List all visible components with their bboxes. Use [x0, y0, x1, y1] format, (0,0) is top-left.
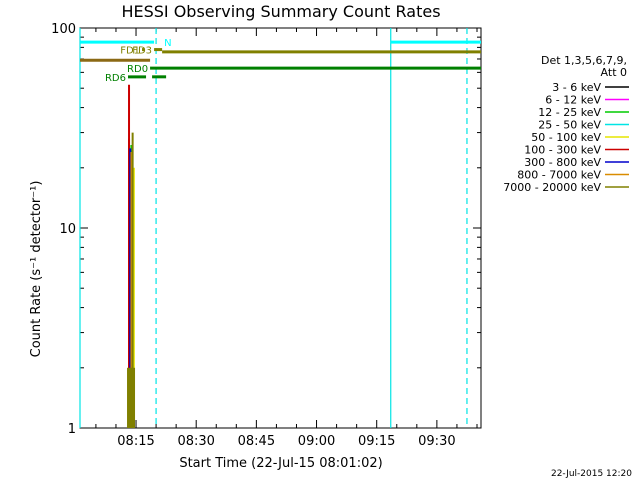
- legend-entry: 50 - 100 keV: [531, 131, 601, 144]
- axes: 1 10 100 08:15 08:30 08:45 09:00 09:15 09:30: [51, 22, 482, 449]
- legend-header: Det 1,3,5,6,7,9,: [541, 54, 627, 67]
- legend-entry: 3 - 6 keV: [552, 81, 601, 94]
- state-bar-label: FD1: [120, 46, 140, 57]
- state-bar-label: RD6: [105, 73, 126, 84]
- spike-base: [127, 367, 136, 428]
- y-tick-label: 100: [51, 22, 76, 37]
- y-axis-label: Count Rate (s⁻¹ detector⁻¹): [29, 181, 44, 358]
- legend-entry: 100 - 300 keV: [524, 144, 601, 157]
- legend-entry: 6 - 12 keV: [545, 94, 601, 107]
- timestamp: 22-Jul-2015 12:20: [551, 469, 632, 479]
- state-bar-label: RD0: [127, 64, 148, 75]
- x-tick-label: 08:15: [117, 434, 154, 449]
- legend-entry: 12 - 25 keV: [538, 106, 601, 119]
- legend-entry: 800 - 7000 keV: [517, 169, 601, 182]
- x-tick-label: 08:30: [177, 434, 214, 449]
- x-tick-label: 09:15: [358, 434, 395, 449]
- x-axis-label: Start Time (22-Jul-15 08:01:02): [179, 456, 382, 471]
- state-bar-label: FD3: [132, 46, 152, 57]
- plot-area: 1 10 100 08:15 08:30 08:45 09:00 09:15 09:30 N FD1…: [51, 22, 482, 449]
- chart-title: HESSI Observing Summary Count Rates: [121, 2, 440, 21]
- x-tick-label: 08:45: [238, 434, 275, 449]
- x-tick-label: 09:00: [298, 434, 335, 449]
- y-tick-label: 1: [68, 422, 76, 437]
- legend-entry: 25 - 50 keV: [538, 119, 601, 132]
- y-tick-label: 10: [59, 222, 76, 237]
- legend-entry: 7000 - 20000 keV: [503, 181, 601, 194]
- legend-entry: 300 - 800 keV: [524, 156, 601, 169]
- state-bar-label: N: [164, 38, 171, 49]
- x-tick-label: 09:30: [418, 434, 455, 449]
- plot-frame: [79, 27, 482, 429]
- legend-header: Att 0: [601, 66, 627, 79]
